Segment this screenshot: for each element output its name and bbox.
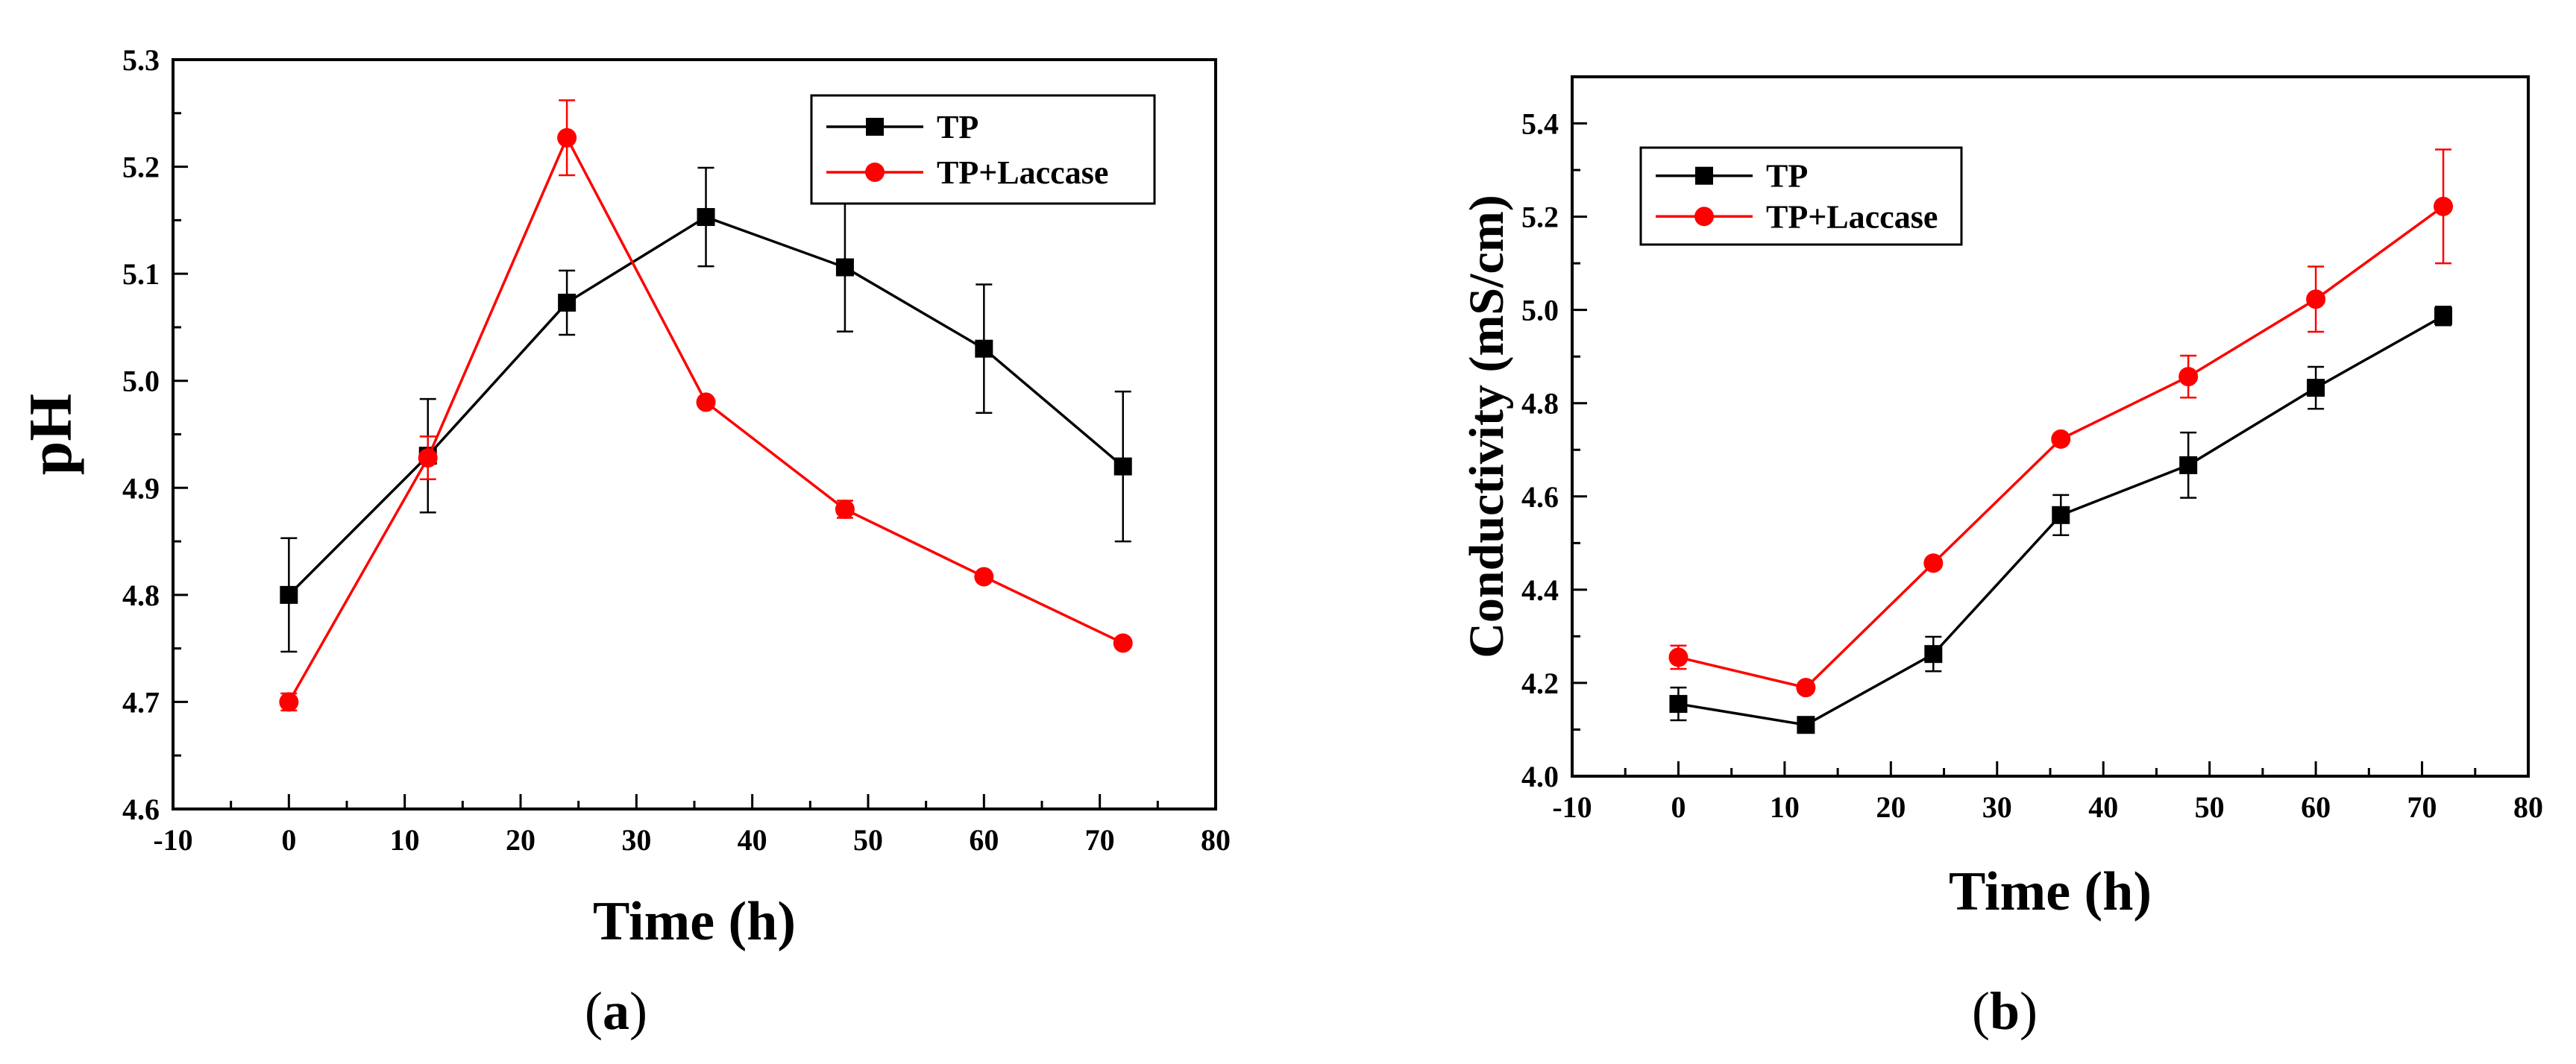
- x-tick-label: 70: [1085, 823, 1115, 857]
- y-tick-label: 5.3: [122, 43, 160, 77]
- panel-label-letter: b: [1990, 981, 2020, 1041]
- y-tick-label: 4.8: [122, 579, 160, 612]
- data-point: [2434, 196, 2454, 216]
- x-tick-label: 70: [2407, 790, 2437, 824]
- chart-panel-a: -10 0 10 20 30 40 50 60 70 80 4.6 4.7 4.8 4.9 5.0 5.1 5.…: [16, 43, 1231, 1041]
- legend-marker: [866, 118, 884, 136]
- data-point: [280, 585, 298, 604]
- legend-marker: [865, 162, 885, 182]
- legend-marker: [1695, 166, 1713, 185]
- y-tick-label: 5.4: [1521, 107, 1559, 141]
- data-point: [1797, 716, 1815, 734]
- data-point: [2306, 289, 2326, 309]
- legend-label: TP+Laccase: [937, 154, 1108, 191]
- y-axis-title: Conductivity (mS/cm): [1460, 195, 1514, 658]
- legend: TP TP+Laccase: [810, 94, 1156, 205]
- data-point: [2307, 379, 2325, 397]
- data-point: [2179, 456, 2198, 474]
- x-axis-title: Time (h): [593, 891, 796, 952]
- y-tick-label: 5.0: [122, 365, 160, 398]
- x-tick-label: 30: [621, 823, 651, 857]
- data-point: [975, 339, 993, 358]
- x-tick-label: 50: [2195, 790, 2225, 824]
- legend-marker: [1694, 207, 1714, 227]
- panel-label-letter: a: [603, 981, 629, 1041]
- y-tick-label: 4.4: [1521, 573, 1559, 607]
- x-tick-label: 50: [853, 823, 883, 857]
- data-point: [697, 208, 715, 227]
- x-tick-label: 20: [1876, 790, 1906, 824]
- x-tick-label: -10: [1552, 790, 1592, 824]
- y-tick-label: 4.8: [1521, 387, 1559, 421]
- y-tick-label: 5.2: [1521, 201, 1559, 234]
- x-tick-label: 10: [390, 823, 420, 857]
- x-tick-label: 20: [506, 823, 535, 857]
- series-tp: [1669, 306, 2453, 734]
- data-point: [696, 392, 716, 412]
- data-point: [418, 448, 438, 468]
- chart-panel-b: -10 0 10 20 30 40 50 60 70 80 4.0 4.2 4.4 4.6 4.8 5.0 5.…: [1460, 75, 2543, 1041]
- x-tick-label: 60: [969, 823, 999, 857]
- x-tick-label: 80: [1201, 823, 1231, 857]
- series-tp-laccase: [279, 99, 1133, 712]
- data-point: [558, 293, 577, 312]
- data-point: [1113, 633, 1133, 653]
- data-point: [2434, 306, 2453, 325]
- x-tick-label: 30: [1982, 790, 2012, 824]
- y-tick-label: 5.1: [122, 257, 160, 291]
- data-point: [974, 567, 994, 587]
- x-tick-label: 10: [1770, 790, 1800, 824]
- x-tick-label: 40: [2088, 790, 2118, 824]
- data-point: [1668, 647, 1688, 667]
- data-point: [835, 500, 855, 519]
- y-tick-label: 4.0: [1521, 760, 1559, 793]
- x-tick-label: 60: [2301, 790, 2331, 824]
- data-point: [2052, 506, 2070, 524]
- data-point: [835, 258, 854, 277]
- y-tick-label: 5.2: [122, 151, 160, 184]
- data-point: [1113, 457, 1132, 476]
- data-point: [2178, 367, 2199, 387]
- data-point: [1923, 553, 1944, 573]
- x-tick-label: 0: [281, 823, 296, 857]
- series-tp-laccase: [1668, 148, 2454, 698]
- y-tick-label: 5.0: [1521, 294, 1559, 327]
- y-tick-label: 4.6: [122, 793, 160, 826]
- data-point: [2051, 429, 2071, 449]
- y-tick-label: 4.6: [1521, 480, 1559, 514]
- x-tick-label: 40: [738, 823, 767, 857]
- y-axis-title: pH: [16, 394, 84, 475]
- panel-label: (a): [585, 981, 647, 1041]
- x-axis-title: Time (h): [1949, 861, 2152, 922]
- legend-label: TP: [1766, 158, 1808, 195]
- y-tick-label: 4.2: [1521, 667, 1559, 700]
- x-tick-label: -10: [153, 823, 192, 857]
- data-point: [279, 692, 299, 712]
- y-tick-label: 4.9: [122, 471, 160, 505]
- x-tick-label: 0: [1671, 790, 1686, 824]
- data-point: [557, 128, 577, 148]
- x-tick-label: 80: [2513, 790, 2543, 824]
- panel-label: (b): [1972, 981, 2038, 1041]
- data-point: [1669, 695, 1688, 714]
- legend-box: [1639, 146, 1963, 246]
- legend-box: [810, 94, 1156, 205]
- legend-label: TP: [937, 109, 978, 145]
- data-point: [1924, 645, 1943, 664]
- y-tick-label: 4.7: [122, 685, 160, 719]
- legend-label: TP+Laccase: [1766, 198, 1938, 235]
- data-point: [1796, 678, 1816, 698]
